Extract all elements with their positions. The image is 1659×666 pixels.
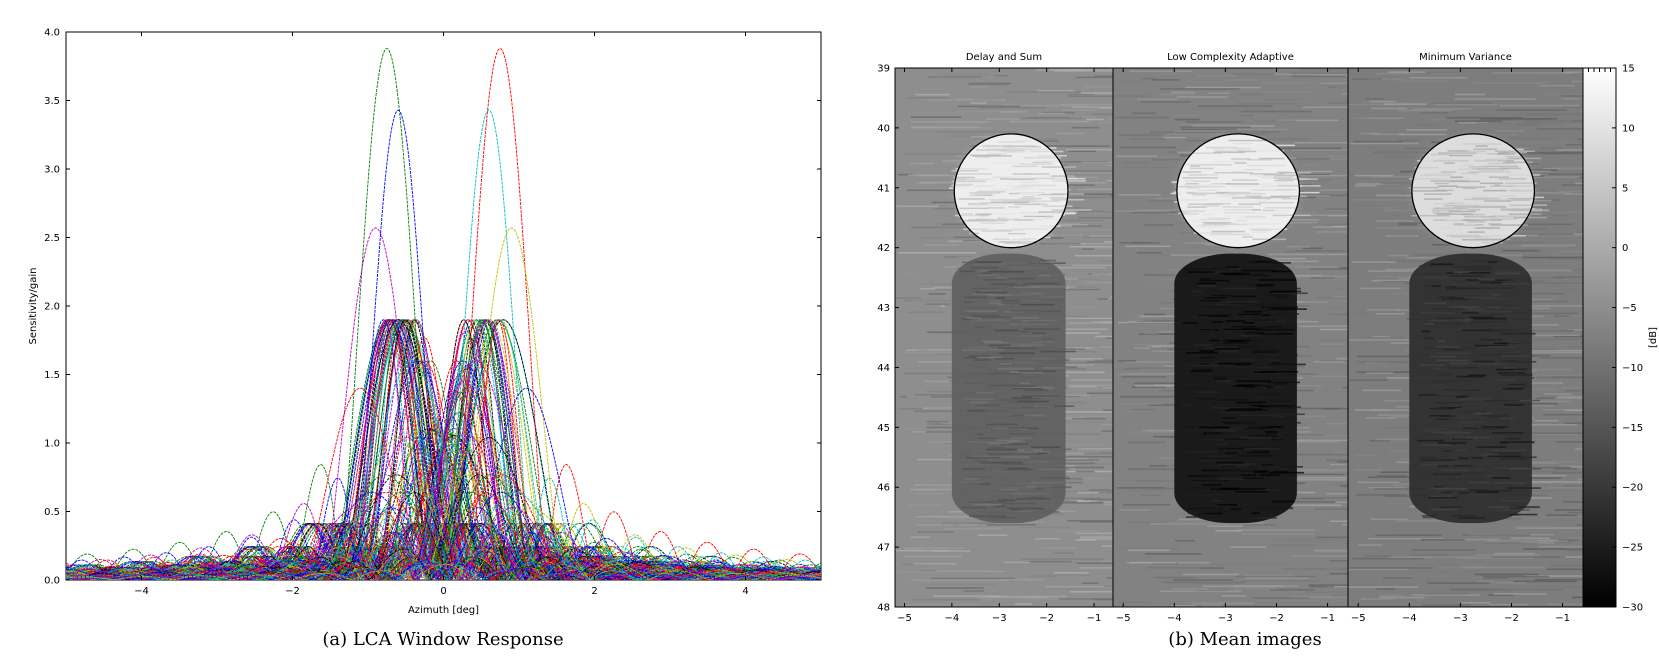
image-panel: Delay and Sum bbox=[894, 52, 1114, 608]
y-tick-label: 45 bbox=[877, 423, 890, 434]
response-sidelobe-line bbox=[66, 360, 821, 580]
colorbar-tick-label: −25 bbox=[1622, 543, 1643, 554]
colorbar-tick-label: 5 bbox=[1622, 183, 1628, 194]
response-peak-line bbox=[66, 227, 821, 580]
response-line bbox=[66, 319, 821, 580]
y-tick-label: 46 bbox=[877, 483, 890, 494]
y-tick-label: 1.0 bbox=[44, 439, 60, 450]
x-tick-label: −1 bbox=[1087, 613, 1102, 624]
chart-a-plot-frame bbox=[65, 31, 822, 581]
panel-title: Minimum Variance bbox=[1419, 52, 1512, 63]
chart-b-panels: Delay and Sum Low Complexity Adaptive Mini… bbox=[894, 52, 1584, 608]
colorbar-tick-label: 0 bbox=[1622, 243, 1628, 254]
response-peak-line bbox=[66, 319, 821, 580]
y-tick-label: 39 bbox=[877, 64, 890, 75]
x-tick-label: −1 bbox=[1555, 613, 1570, 624]
response-sidelobe-line bbox=[66, 507, 821, 580]
colorbar-tick-label: −20 bbox=[1622, 483, 1643, 494]
response-line bbox=[66, 319, 821, 580]
x-tick-label: −3 bbox=[1453, 613, 1468, 624]
colorbar: 15 10 5 0 −5 −10 −15 −20 −25 −30 [dB] bbox=[1582, 64, 1659, 614]
response-sidelobe-line bbox=[66, 360, 821, 580]
response-sidelobe-line bbox=[66, 360, 821, 580]
y-tick-label: 47 bbox=[877, 543, 890, 554]
y-tick-label: 4.0 bbox=[44, 28, 60, 39]
chart-a-axes: −4 −2 0 2 4 0.0 0.5 1.0 1.5 2.0 2.5 3.0 3.5 4.0 bbox=[44, 28, 821, 597]
y-tick-label: 48 bbox=[877, 603, 890, 614]
x-tick-label: −5 bbox=[1116, 613, 1131, 624]
x-tick-label: −2 bbox=[1039, 613, 1054, 624]
x-tick-label: −2 bbox=[285, 586, 300, 597]
chart-a-ylabel: Sensitivity/gain bbox=[28, 267, 39, 344]
x-tick-label: −1 bbox=[1320, 613, 1335, 624]
response-sidelobe-line bbox=[66, 507, 821, 580]
response-peak-line bbox=[66, 48, 821, 580]
response-sidelobe-line bbox=[66, 507, 821, 580]
colorbar-tick-label: 15 bbox=[1622, 64, 1635, 75]
x-tick-label: −5 bbox=[897, 613, 912, 624]
chart-b-axes: −5 −4 −3 −2 −1 −5 −4 −3 −2 −1 −5 −4 −3 −2 −1 39 40 41 42 43… bbox=[877, 64, 1570, 625]
image-panel: Low Complexity Adaptive bbox=[1112, 52, 1349, 608]
y-tick-label: 2.5 bbox=[44, 233, 60, 244]
panel-title: Low Complexity Adaptive bbox=[1167, 52, 1294, 63]
x-tick-label: 0 bbox=[440, 586, 446, 597]
colorbar-tick-label: 10 bbox=[1622, 123, 1635, 134]
region-outline bbox=[1411, 133, 1536, 249]
y-tick-label: 1.5 bbox=[44, 370, 60, 381]
region-outline bbox=[953, 133, 1069, 249]
chart-a-caption: (a) LCA Window Response bbox=[322, 629, 563, 650]
colorbar-label: [dB] bbox=[1648, 327, 1659, 348]
x-tick-label: −5 bbox=[1351, 613, 1366, 624]
colorbar-tick-label: −10 bbox=[1622, 363, 1643, 374]
x-tick-label: −4 bbox=[944, 613, 959, 624]
mean-images-chart: Delay and Sum Low Complexity Adaptive Mini… bbox=[877, 52, 1659, 650]
y-tick-label: 42 bbox=[877, 243, 890, 254]
x-tick-label: −4 bbox=[134, 586, 149, 597]
x-tick-label: 2 bbox=[591, 586, 597, 597]
response-sidelobe-line bbox=[66, 437, 821, 580]
x-tick-label: −4 bbox=[1402, 613, 1417, 624]
x-tick-label: −4 bbox=[1167, 613, 1182, 624]
y-tick-label: 0.5 bbox=[44, 507, 60, 518]
chart-b-caption: (b) Mean images bbox=[1168, 629, 1321, 650]
x-tick-label: 4 bbox=[742, 586, 748, 597]
response-peak-line bbox=[66, 109, 821, 580]
colorbar-tick-label: −30 bbox=[1622, 603, 1643, 614]
y-tick-label: 2.0 bbox=[44, 302, 60, 313]
response-line bbox=[66, 319, 821, 580]
chart-a-xlabel: Azimuth [deg] bbox=[408, 605, 479, 616]
response-sidelobe-line bbox=[66, 507, 821, 580]
y-tick-label: 44 bbox=[877, 363, 890, 374]
colorbar-tick-label: −5 bbox=[1622, 303, 1637, 314]
region-outline bbox=[1176, 133, 1301, 249]
response-sidelobe-line bbox=[66, 507, 821, 580]
y-tick-label: 0.0 bbox=[44, 576, 60, 587]
colorbar-gradient bbox=[1582, 67, 1617, 608]
y-tick-label: 3.0 bbox=[44, 165, 60, 176]
panel-title: Delay and Sum bbox=[966, 52, 1042, 63]
lca-window-response-chart: −4 −2 0 2 4 0.0 0.5 1.0 1.5 2.0 2.5 3.0 3.5 4.0 Azimu… bbox=[28, 28, 822, 650]
y-tick-label: 3.5 bbox=[44, 96, 60, 107]
y-tick-label: 40 bbox=[877, 123, 890, 134]
x-tick-label: −3 bbox=[1218, 613, 1233, 624]
colorbar-tick-label: −15 bbox=[1622, 423, 1643, 434]
y-tick-label: 43 bbox=[877, 303, 890, 314]
x-tick-label: −2 bbox=[1504, 613, 1519, 624]
x-tick-label: −3 bbox=[992, 613, 1007, 624]
y-tick-label: 41 bbox=[877, 183, 890, 194]
response-peak-line bbox=[66, 48, 821, 580]
image-panel: Minimum Variance bbox=[1347, 52, 1584, 608]
response-peak-line bbox=[66, 319, 821, 580]
x-tick-label: −2 bbox=[1269, 613, 1284, 624]
